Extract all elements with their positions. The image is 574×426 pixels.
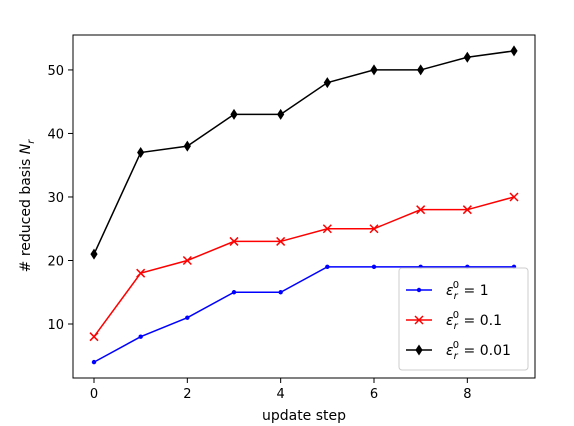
legend-subscript: r [454,291,459,302]
data-point [136,268,146,278]
legend-symbol: ε [446,283,454,299]
data-point [185,315,190,320]
x-tick-label: 8 [463,387,471,402]
x-tick-label: 0 [90,387,98,402]
series-3 [90,45,518,260]
data-point [230,108,238,120]
data-point [371,264,377,270]
data-point [415,344,423,356]
legend-symbol: ε [446,343,454,359]
series-line [93,196,515,338]
legend-label: εr0 = 1 [446,280,489,302]
y-tick-label: 10 [47,318,64,333]
x-tick-label: 4 [277,387,285,402]
legend-subscript: r [454,321,459,332]
data-point [89,332,99,342]
legend-label: εr0 = 0.01 [446,340,511,362]
series-2 [89,192,519,342]
data-point [417,64,425,76]
data-point [183,140,191,152]
y-axis-label-symbol: N [18,143,34,154]
x-axis-label: update step [262,408,346,424]
legend-superscript: 0 [453,340,459,351]
y-tick-label: 50 [47,64,64,79]
legend-value: = 0.1 [459,313,502,329]
data-point [277,108,285,120]
series-layer [89,45,519,365]
data-point [509,192,519,202]
legend-symbol: ε [446,313,454,329]
x-tick-label: 6 [370,387,378,402]
y-axis-label: # reduced basis Nr [18,139,37,273]
legend-superscript: 0 [453,280,459,291]
data-point [138,334,143,339]
legend-superscript: 0 [453,310,459,321]
data-point [416,205,426,215]
data-point [462,205,472,215]
data-point [276,236,286,246]
legend-value: = 0.01 [459,343,511,359]
axis-ticks: 0 2 4 6 8 10 20 30 40 50 [47,64,471,402]
y-axis-label-subscript: r [26,139,37,144]
data-point [463,51,471,63]
y-tick-label: 30 [47,191,64,206]
series-line [93,266,514,363]
data-point [231,290,237,295]
y-tick-label: 20 [47,254,64,269]
data-point [414,315,424,325]
legend-subscript: r [454,351,459,362]
data-point [510,45,518,57]
data-point [370,64,378,76]
data-point [90,248,98,260]
legend-entry: εr0 = 0.1 [406,310,502,332]
data-point [278,290,283,295]
data-point [229,236,239,246]
series-line [93,50,515,255]
legend-value: = 1 [459,283,489,299]
legend-entry: εr0 = 0.01 [406,340,511,362]
series-1 [91,264,517,365]
data-point [416,287,422,293]
legend-entry: εr0 = 1 [406,280,489,302]
data-point [325,264,330,270]
data-point [137,147,145,159]
data-point [322,224,332,234]
legend-box [398,267,529,371]
y-axis-label-text: # reduced basis [18,154,34,272]
data-point [182,255,192,266]
data-point [369,224,379,234]
y-tick-label: 40 [47,127,64,142]
legend-label: εr0 = 0.1 [446,310,502,332]
x-tick-label: 2 [183,387,191,402]
data-point [323,77,331,89]
data-point [91,359,97,365]
